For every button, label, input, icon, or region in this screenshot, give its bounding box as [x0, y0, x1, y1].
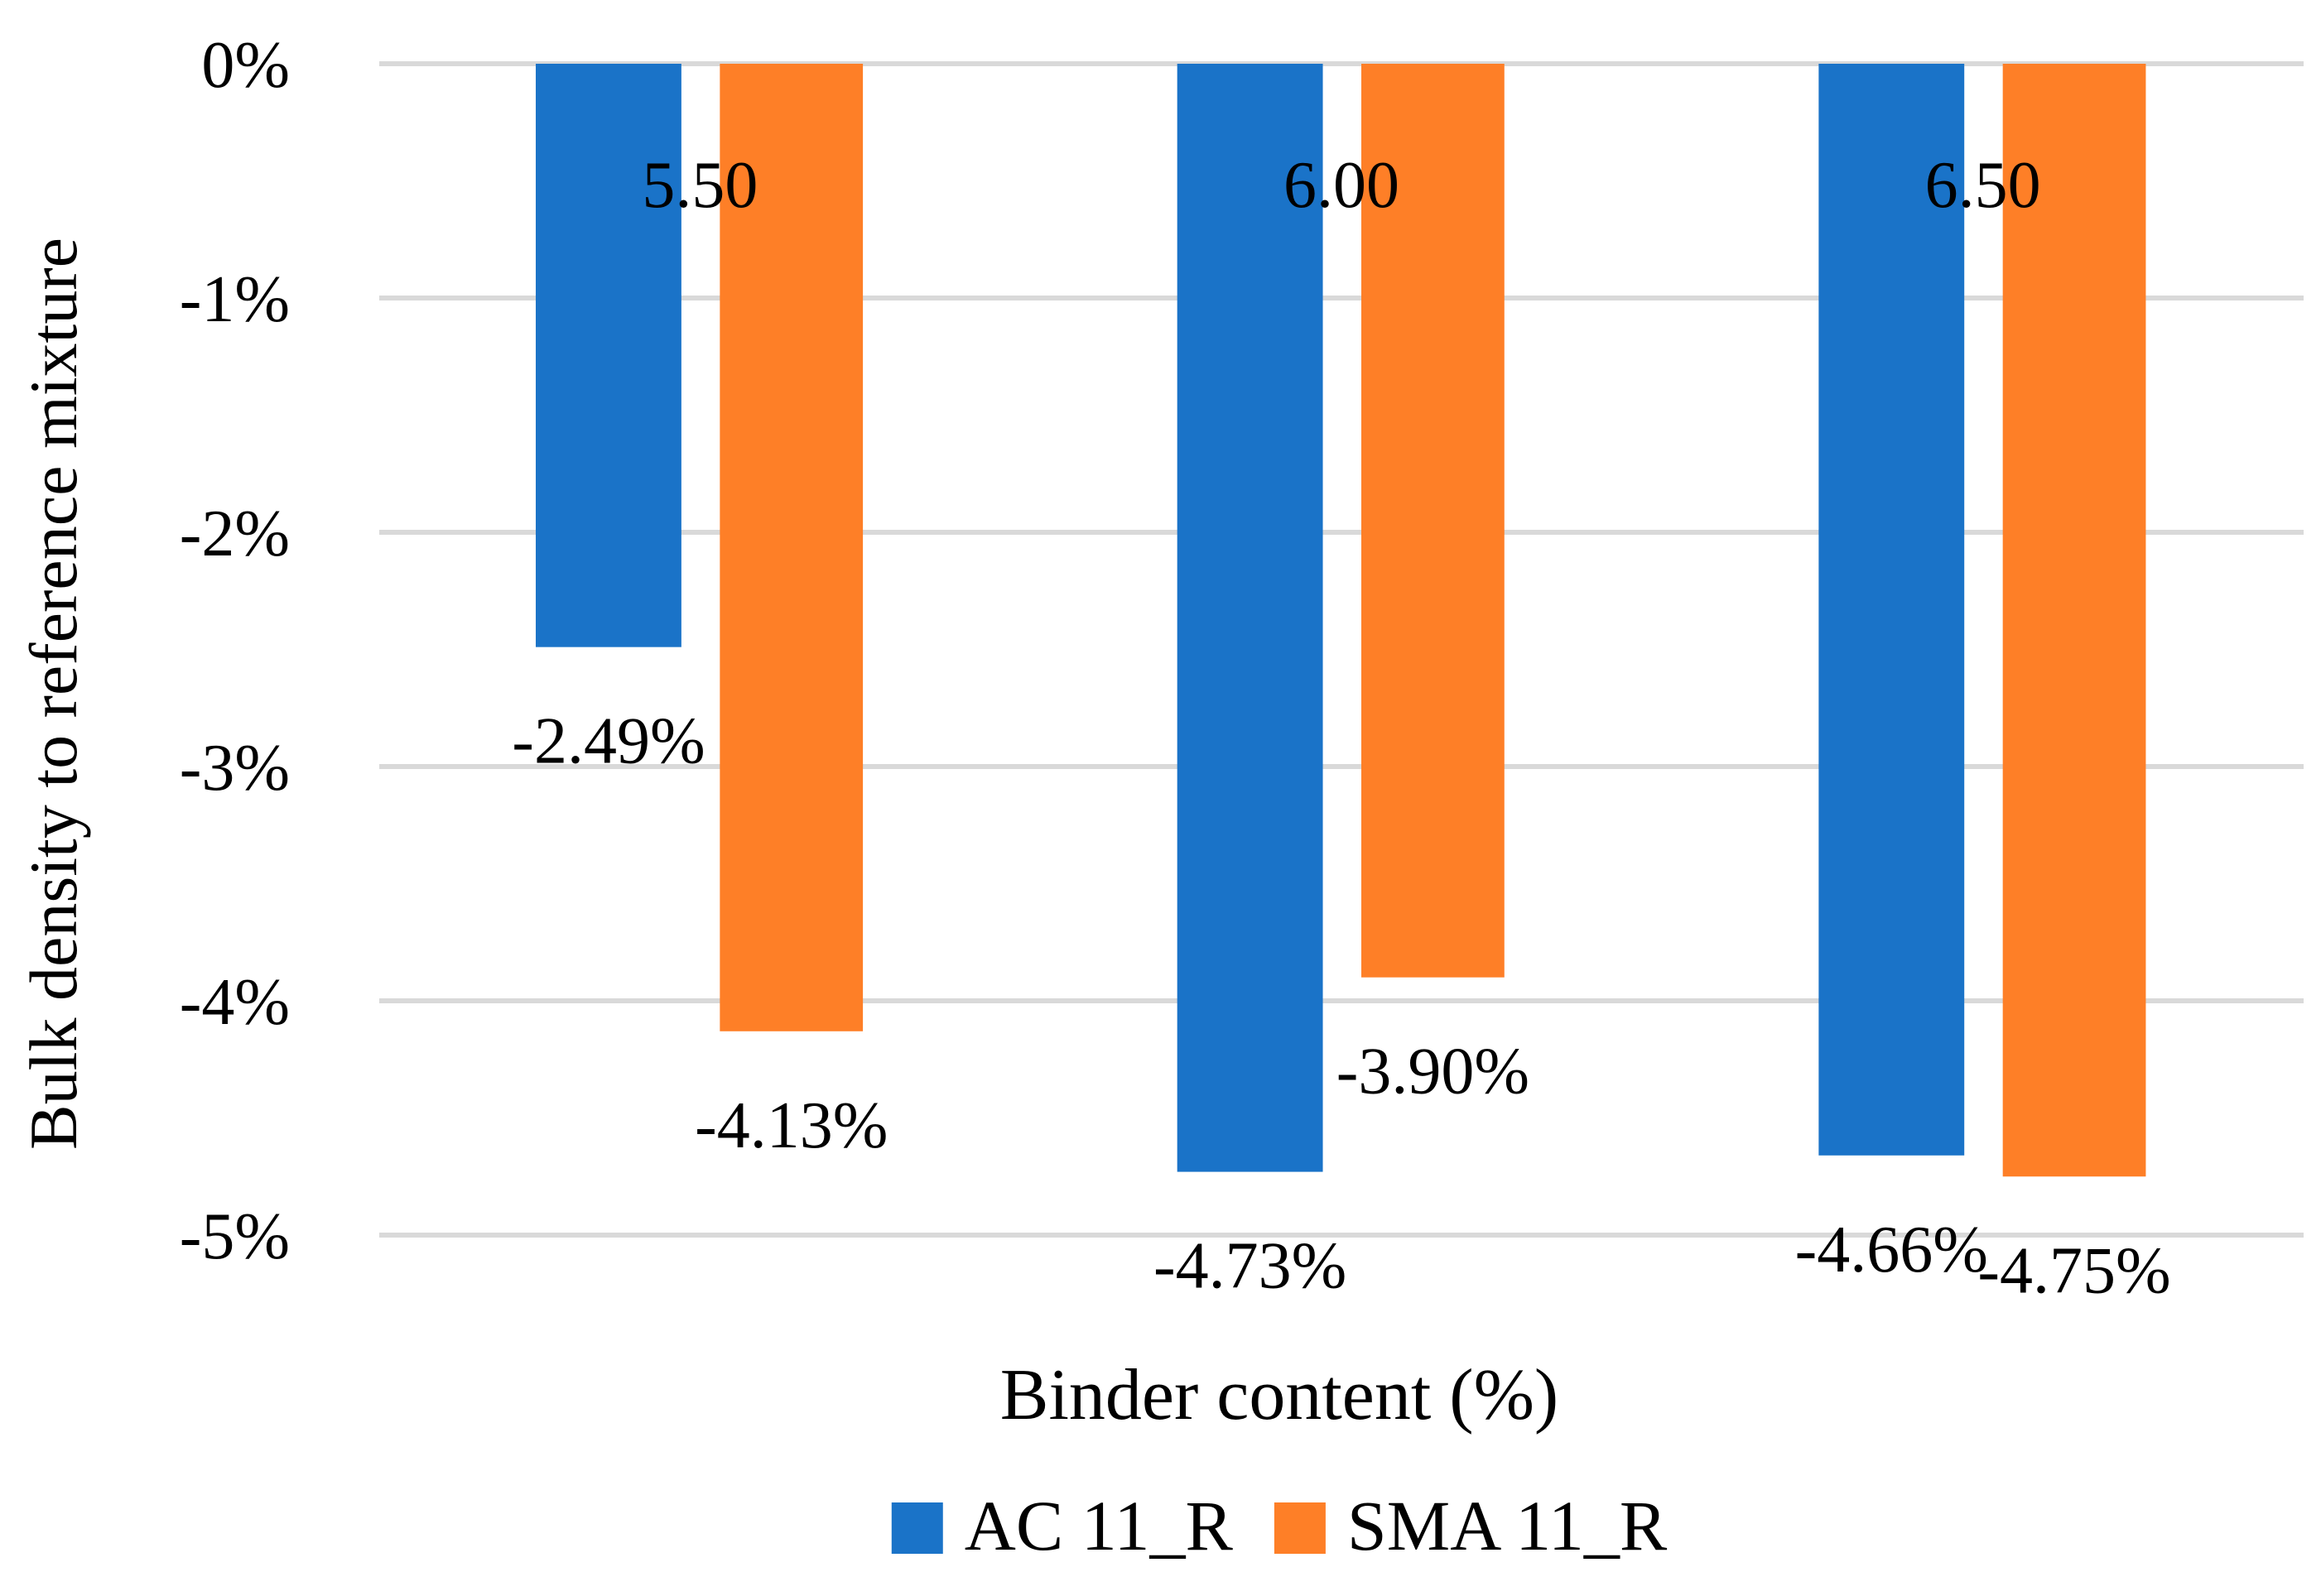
data-label: -2.49%: [512, 705, 705, 778]
y-tick-label: 0%: [201, 29, 290, 102]
legend-label: AC 11_R: [965, 1486, 1234, 1565]
bar: [2002, 64, 2146, 1177]
y-axis-title: Bulk density to reference mixture: [16, 238, 91, 1150]
y-tick-label: -4%: [180, 966, 290, 1039]
legend-label: SMA 11_R: [1347, 1486, 1668, 1565]
data-label: -4.66%: [1795, 1214, 1988, 1286]
y-tick-label: -5%: [180, 1200, 290, 1273]
data-label: -3.90%: [1336, 1036, 1529, 1108]
data-label: -4.75%: [1977, 1234, 2170, 1307]
x-tick-label: 6.00: [1283, 149, 1399, 222]
data-label: -4.13%: [695, 1089, 888, 1162]
bar: [1177, 64, 1323, 1172]
bar: [1818, 64, 1965, 1156]
x-tick-label: 6.50: [1925, 149, 2041, 222]
x-axis-title: Binder content (%): [1000, 1355, 1558, 1435]
y-tick-label: -3%: [180, 732, 290, 805]
bar: [536, 64, 681, 647]
legend-swatch: [1274, 1502, 1326, 1554]
y-tick-label: -1%: [180, 263, 290, 336]
legend-swatch: [891, 1502, 943, 1554]
y-tick-label: -2%: [180, 498, 290, 570]
x-tick-label: 5.50: [642, 149, 758, 222]
bar: [720, 64, 864, 1031]
data-label: -4.73%: [1153, 1230, 1346, 1303]
bar: [1361, 64, 1505, 978]
